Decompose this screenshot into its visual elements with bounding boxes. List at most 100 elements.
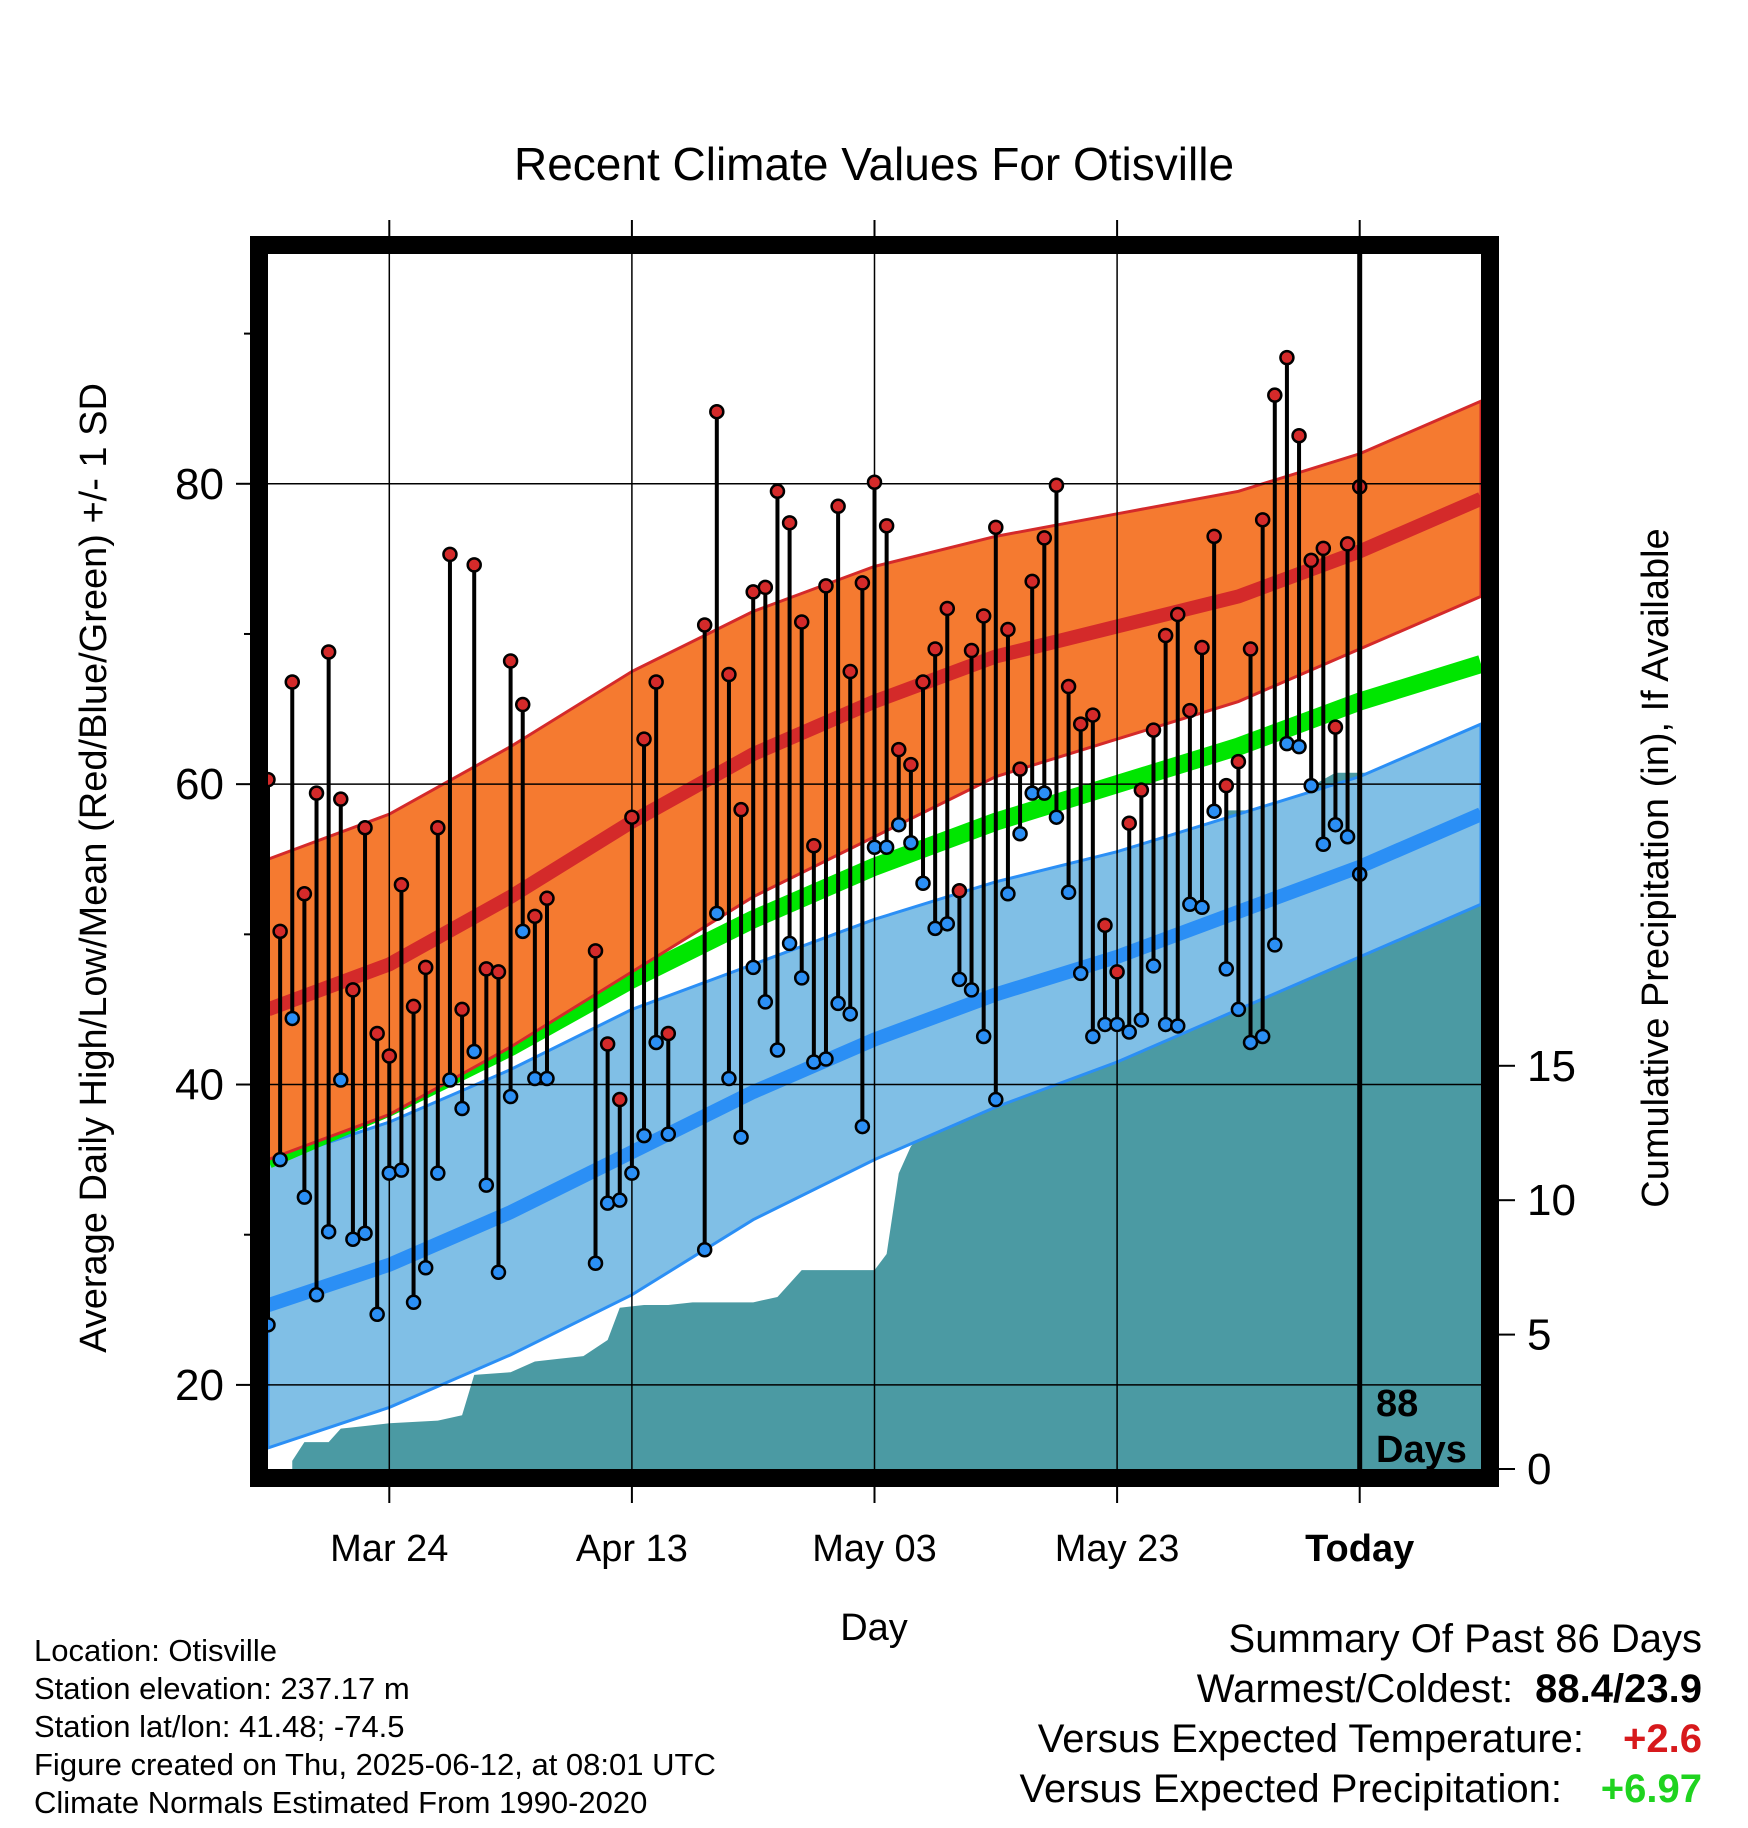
low-point [1072,965,1089,982]
high-point [1254,512,1271,528]
low-point [1327,816,1344,833]
high-point [721,666,737,683]
latlon-text: Station lat/lon: 41.48; -74.5 [34,1709,405,1744]
high-point [660,1025,677,1042]
high-point [939,600,956,617]
high-point [527,908,543,925]
low-point [1315,836,1332,852]
plot-frame [250,236,1499,1487]
temp-anomaly-label: Versus Expected Temperature: [1037,1717,1584,1761]
y2-tick-label: 0 [1527,1445,1551,1494]
low-point [878,839,895,855]
high-point [333,791,349,807]
elevation-text: Station elevation: 237.17 m [34,1671,410,1706]
today-days-count: 88 [1376,1383,1418,1425]
high-point [612,1091,628,1108]
low-point [442,1072,458,1088]
high-point [866,474,883,491]
low-point [830,995,846,1012]
high-point [284,674,301,690]
warm-cold-value: 88.4/23.9 [1535,1667,1702,1711]
high-point [1000,621,1016,638]
y-tick-label: 20 [175,1361,224,1410]
high-point [696,617,713,633]
high-point [903,756,919,773]
low-point [1012,825,1028,842]
high-point [1109,964,1125,980]
low-point [757,994,774,1010]
high-point [963,642,980,659]
high-point [830,498,846,515]
high-point [1291,427,1307,444]
y-axis-label: Average Daily High/Low/Mean (Red/Blue/Gr… [73,383,115,1353]
high-point [599,1036,616,1052]
daily-observations [260,254,1368,1469]
high-point [1279,349,1295,366]
precip-anomaly-label: Versus Expected Precipitation: [1019,1767,1562,1811]
high-point [854,575,871,591]
low-point [1339,828,1356,845]
high-point [514,696,531,713]
high-point [1085,707,1101,723]
high-point [466,557,482,573]
low-point [1000,886,1016,902]
low-point [915,875,931,892]
x-tick-label: May 23 [1055,1528,1180,1570]
high-point [1121,815,1137,831]
low-point [539,1070,555,1087]
low-point [345,1231,361,1247]
low-point [284,1010,301,1027]
low-point [1194,899,1210,916]
high-point [733,801,749,818]
y2-tick-label: 15 [1527,1042,1576,1091]
low-point [1170,1018,1186,1034]
low-point [1048,809,1065,825]
temp-anomaly-row: Versus Expected Temperature: +2.6 [1019,1714,1702,1764]
low-point [1267,937,1283,953]
low-point [369,1306,385,1323]
low-point [1121,1024,1137,1040]
high-point [369,1025,385,1042]
chart-title: Recent Climate Values For Otisville [514,138,1234,190]
high-point [915,674,931,690]
low-point [781,935,798,952]
low-point [466,1043,482,1060]
low-point [333,1072,349,1088]
high-point [709,403,725,420]
low-point [1254,1028,1271,1045]
low-point [1036,785,1053,801]
station-info: Location: Otisville Station elevation: 2… [34,1632,716,1822]
low-point [818,1051,834,1067]
x-tick-label: Mar 24 [330,1528,448,1570]
y-tick-label: 60 [175,760,224,809]
high-point [1170,606,1186,623]
high-point [502,653,519,669]
high-point [648,674,664,690]
today-days-word: Days [1376,1429,1467,1471]
low-point [696,1241,713,1258]
high-point [272,923,288,940]
low-point [721,1070,737,1087]
low-point [490,1264,507,1281]
high-point [927,641,943,657]
high-point [1048,477,1065,494]
high-point [442,546,458,563]
x-tick-label-today: Today [1305,1528,1414,1570]
low-point [320,1223,337,1240]
low-point [975,1028,992,1045]
high-point [1097,917,1113,934]
high-point [539,890,555,907]
high-point [806,837,822,854]
low-point [1242,1034,1259,1051]
low-point [272,1151,288,1168]
high-point [636,731,652,747]
high-point [345,982,361,998]
high-point [405,998,422,1015]
low-point [854,1118,871,1135]
high-point [1206,528,1222,545]
high-point [1303,552,1319,569]
low-point [612,1192,628,1208]
low-point [745,959,761,976]
low-point [903,834,919,851]
high-point [891,741,907,758]
